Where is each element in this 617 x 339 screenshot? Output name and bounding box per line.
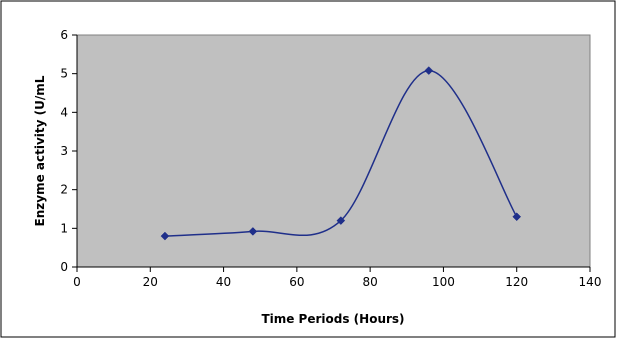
y-tick-label: 4 — [60, 105, 68, 119]
data-point-marker — [512, 212, 522, 222]
y-tick-label: 1 — [60, 221, 68, 235]
plot-area — [76, 34, 591, 268]
x-tick-label: 80 — [363, 275, 378, 289]
x-tick-label: 60 — [289, 275, 304, 289]
x-tick-label: 140 — [579, 275, 602, 289]
data-point-marker — [160, 231, 170, 241]
data-point-marker — [248, 227, 258, 236]
y-tick-label: 3 — [60, 144, 68, 158]
x-tick-label: 100 — [432, 275, 455, 289]
series-layer — [160, 66, 522, 241]
y-tick-label: 6 — [60, 28, 68, 42]
x-tick-label: 20 — [143, 275, 158, 289]
y-tick-label: 2 — [60, 183, 68, 197]
data-point-marker — [424, 66, 434, 75]
series-line — [164, 69, 518, 237]
y-axis-title: Enzyme activity (U/mL — [33, 75, 47, 226]
y-tick-label: 0 — [60, 260, 68, 274]
y-tick-label: 5 — [60, 67, 68, 81]
x-axis-title: Time Periods (Hours) — [261, 312, 404, 326]
x-tick-label: 0 — [73, 275, 81, 289]
data-point-marker — [336, 216, 346, 225]
x-tick-label: 40 — [216, 275, 231, 289]
x-tick-label: 120 — [505, 275, 528, 289]
